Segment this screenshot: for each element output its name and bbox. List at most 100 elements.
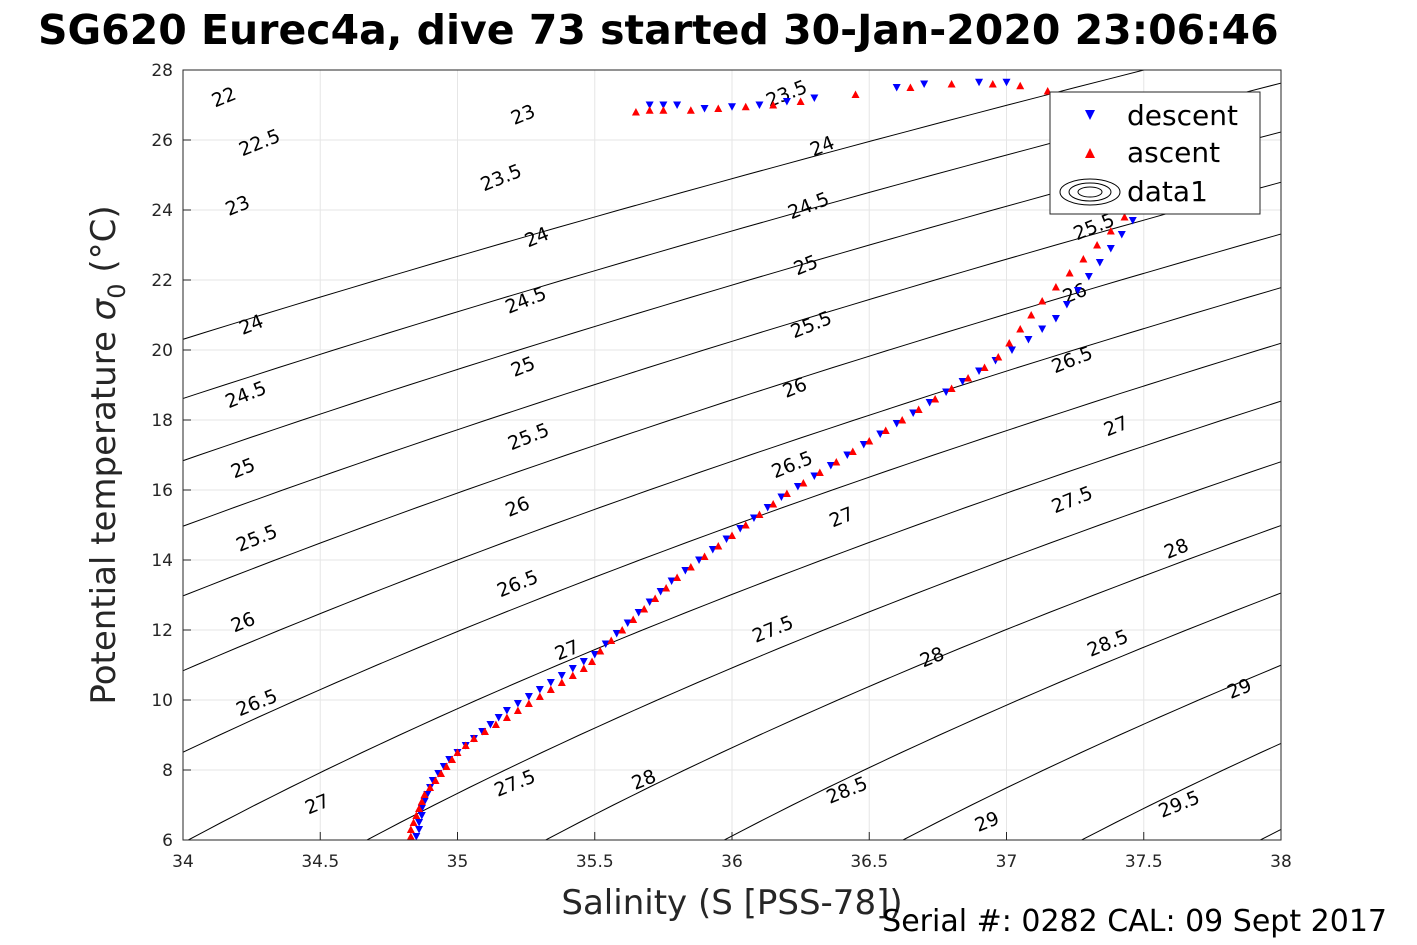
ascent-point xyxy=(662,584,671,592)
ascent-point xyxy=(994,353,1003,361)
y-tick-label: 28 xyxy=(151,61,173,81)
isopycnal-line xyxy=(183,342,1281,753)
isopycnal-line xyxy=(1310,0,1417,910)
descent-point xyxy=(793,483,802,491)
ascent-point xyxy=(851,90,860,98)
ascent-point xyxy=(769,101,778,109)
ascent-point xyxy=(988,80,997,88)
x-tick-label: 34 xyxy=(172,852,194,872)
descent-point xyxy=(1051,315,1060,323)
isopycnal-line xyxy=(901,664,1281,840)
descent-point xyxy=(590,651,599,659)
descent-point xyxy=(736,525,745,533)
ascent-point xyxy=(629,615,638,623)
ascent-point xyxy=(799,479,808,487)
descent-point xyxy=(700,105,709,113)
descent-point xyxy=(513,700,522,708)
isopycnal-line xyxy=(183,181,1281,527)
y-tick-label: 22 xyxy=(151,271,173,291)
descent-point xyxy=(656,588,665,596)
ascent-point xyxy=(607,636,616,644)
ascent-point xyxy=(417,797,426,805)
ascent-point xyxy=(686,106,695,114)
descent-point xyxy=(975,78,984,87)
ascent-point xyxy=(426,783,435,791)
ascent-point xyxy=(461,741,470,749)
descent-point xyxy=(634,609,643,617)
ascent-point xyxy=(645,106,654,114)
y-tick-label: 6 xyxy=(162,831,173,851)
ascent-point xyxy=(448,755,457,763)
ascent-point xyxy=(631,108,640,116)
ascent-point xyxy=(947,80,956,88)
isopycnal-line xyxy=(183,233,1281,597)
descent-point xyxy=(667,577,676,585)
y-tick-label: 16 xyxy=(151,481,173,501)
descent-point xyxy=(810,472,819,480)
ascent-point xyxy=(412,811,421,819)
descent-point xyxy=(1024,336,1033,344)
descent-point xyxy=(722,535,731,543)
descent-point xyxy=(645,598,654,606)
descent-point xyxy=(892,420,901,428)
ascent-point xyxy=(491,720,500,728)
legend-contour-icon xyxy=(1059,178,1121,206)
isopycnal-line xyxy=(723,592,1281,840)
ascent-point xyxy=(1027,311,1036,319)
isopycnal-line xyxy=(183,70,1146,340)
legend-ascent-label: ascent xyxy=(1127,136,1220,169)
ascent-point xyxy=(415,804,424,812)
y-axis-label: Potential temperature σ0 (°C) xyxy=(84,205,131,704)
ascent-point xyxy=(1016,325,1025,333)
y-tick-label: 26 xyxy=(151,131,173,151)
ascent-point xyxy=(881,426,890,434)
descent-point xyxy=(942,388,951,396)
ascent-point xyxy=(596,647,605,655)
y-axis-label-main: Potential temperature xyxy=(84,320,124,704)
descent-point xyxy=(826,462,835,470)
ascent-point xyxy=(964,374,973,382)
descent-point xyxy=(659,101,668,109)
ascent-point xyxy=(832,458,841,466)
ascent-point xyxy=(848,447,857,455)
legend-ascent-marker xyxy=(1085,148,1095,158)
x-tick-label: 36.5 xyxy=(850,852,888,872)
ascent-point xyxy=(469,734,478,742)
descent-point xyxy=(782,98,791,106)
y-tick-label: 8 xyxy=(162,761,173,781)
isopycnal-line xyxy=(544,524,1281,840)
isopycnal-line xyxy=(1080,742,1281,840)
ascent-point xyxy=(980,363,989,371)
ascent-point xyxy=(406,825,415,833)
legend-descent-label: descent xyxy=(1127,99,1238,132)
ascent-point xyxy=(728,531,736,539)
ascent-point xyxy=(431,776,440,784)
y-axis-label-sigma: σ xyxy=(84,297,124,320)
legend-data1-label: data1 xyxy=(1127,175,1208,208)
descent-point xyxy=(708,546,717,554)
y-tick-label: 20 xyxy=(151,341,173,361)
descent-point xyxy=(859,441,868,449)
descent-point xyxy=(623,619,632,627)
descent-point xyxy=(876,430,885,438)
ascent-point xyxy=(442,762,451,770)
ascent-point xyxy=(906,83,915,91)
y-tick-label: 12 xyxy=(151,621,173,641)
descent-point xyxy=(1038,325,1047,333)
descent-point xyxy=(958,378,967,386)
descent-point xyxy=(412,833,421,840)
x-tick-label: 36 xyxy=(721,852,743,872)
descent-point xyxy=(755,101,764,109)
ascent-point xyxy=(796,97,805,105)
x-tick-label: 34.5 xyxy=(301,852,339,872)
descent-point xyxy=(892,84,901,92)
descent-point xyxy=(1117,231,1126,239)
ascent-point xyxy=(546,685,555,693)
legend: descent ascent data1 xyxy=(1049,91,1261,215)
ascent-point xyxy=(588,657,597,665)
descent-point xyxy=(909,409,918,417)
y-tick-label: 24 xyxy=(151,201,173,221)
descent-point xyxy=(579,658,588,666)
descent-point xyxy=(777,493,786,501)
